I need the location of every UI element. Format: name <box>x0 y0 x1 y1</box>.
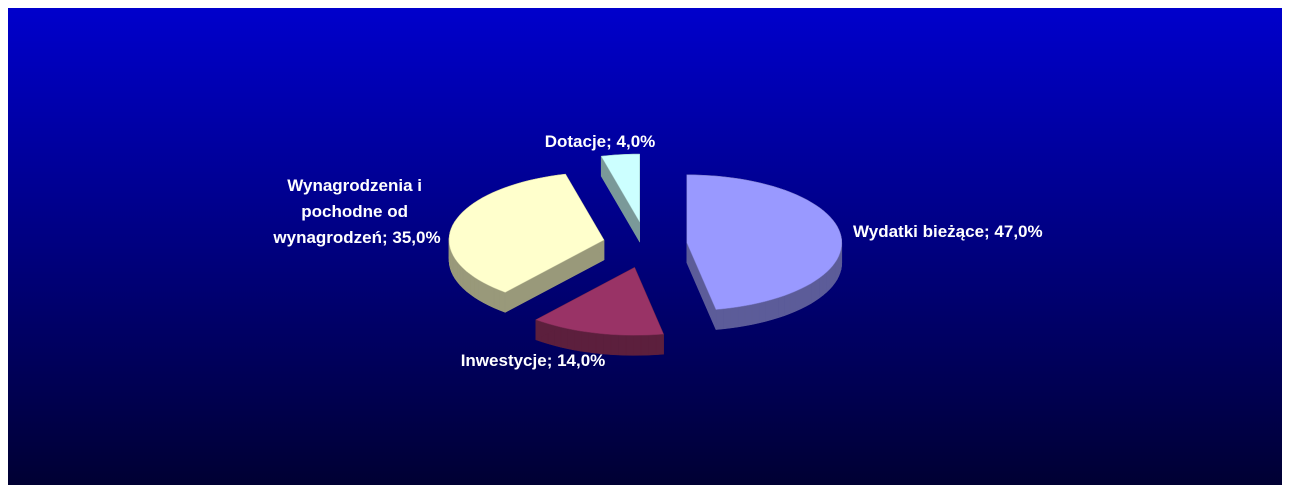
pie-slice <box>600 153 640 224</box>
slice-side <box>829 265 833 290</box>
slice-side <box>836 256 839 280</box>
pie-slice <box>686 174 843 310</box>
slice-side <box>789 290 796 314</box>
slice-side <box>737 305 746 328</box>
slice-side <box>466 270 471 295</box>
slice-side <box>814 277 820 302</box>
slice-side <box>633 335 642 356</box>
slice-side <box>784 293 791 317</box>
slice-side <box>483 282 489 306</box>
slice-side <box>618 334 627 356</box>
slice-side <box>795 288 802 312</box>
slice-side <box>715 308 724 330</box>
slice-side <box>462 267 467 292</box>
slice-side <box>771 297 779 320</box>
slice-side <box>478 279 484 304</box>
data-label-line: Wynagrodzenia i <box>287 176 427 195</box>
data-label-line: Inwestycje; 14,0% <box>461 351 606 370</box>
slice-side <box>640 334 649 356</box>
slice-side <box>459 264 464 289</box>
data-label-line: Wydatki bieżące; 47,0% <box>853 222 1043 241</box>
slice-side <box>778 295 785 319</box>
slice-side <box>454 257 458 283</box>
slice-side <box>470 273 475 298</box>
pie-slice <box>448 173 605 293</box>
slice-side <box>610 334 619 356</box>
slice-side <box>457 261 461 286</box>
plot-background <box>8 8 1282 485</box>
slice-side <box>826 268 830 293</box>
slice-side <box>560 326 568 350</box>
slice-side <box>800 285 807 310</box>
data-label-line: Dotacje; 4,0% <box>545 132 656 151</box>
slice-side <box>805 283 812 307</box>
slice-side <box>452 254 456 280</box>
slice-side <box>581 331 589 353</box>
slice-side <box>819 274 824 299</box>
data-label: Dotacje; 4,0% <box>545 132 656 151</box>
slice-side <box>648 334 657 356</box>
slice-side <box>655 333 664 355</box>
slice-side <box>625 335 634 356</box>
slice-side <box>723 307 731 330</box>
slice-side <box>567 328 575 351</box>
slice-side <box>834 258 838 284</box>
slice-side <box>588 332 597 354</box>
slice-side <box>744 304 753 327</box>
data-label-line: wynagrodzeń; 35,0% <box>272 228 440 247</box>
data-label: Wynagrodzenia i pochodne od wynagrodzeń;… <box>272 176 440 247</box>
slice-side <box>493 287 500 311</box>
slice-side <box>574 329 582 352</box>
slice-side <box>751 302 760 325</box>
slice-side <box>765 299 773 322</box>
slice-side <box>488 284 495 309</box>
slice-side <box>810 280 816 305</box>
slice-side <box>758 301 766 324</box>
slice-side <box>474 276 479 301</box>
data-label: Inwestycje; 14,0% <box>461 351 606 370</box>
slice-side <box>730 306 739 329</box>
slice-side <box>822 271 827 296</box>
data-label: Wydatki bieżące; 47,0% <box>853 222 1043 241</box>
pie-slice <box>535 267 664 336</box>
slice-side <box>499 289 506 313</box>
slice-side <box>832 262 836 287</box>
data-label-line: pochodne od <box>301 202 412 221</box>
